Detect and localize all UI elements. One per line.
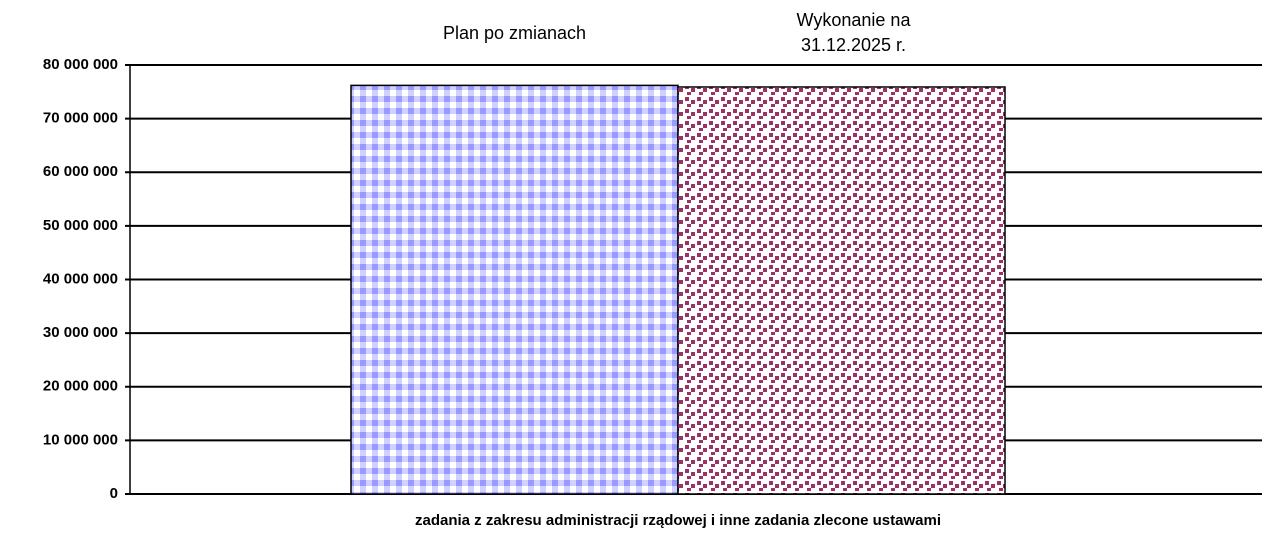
series-label: Wykonanie na 31.12.2025 r. [796, 10, 911, 55]
bar [350, 84, 679, 495]
x-tick-label: zadania z zakresu administracji rządowej… [415, 512, 941, 529]
y-tick-label: 10 000 000 [43, 431, 118, 448]
bar [677, 86, 1006, 495]
y-tick-label: 80 000 000 [43, 56, 118, 73]
y-tick-label: 0 [110, 485, 118, 502]
y-tick-label: 70 000 000 [43, 110, 118, 127]
y-tick-label: 40 000 000 [43, 270, 118, 287]
y-tick-label: 60 000 000 [43, 163, 118, 180]
series-label: Plan po zmianach [442, 22, 587, 43]
y-tick-label: 50 000 000 [43, 217, 118, 234]
y-tick-label: 20 000 000 [43, 378, 118, 395]
y-tick-label: 30 000 000 [43, 324, 118, 341]
